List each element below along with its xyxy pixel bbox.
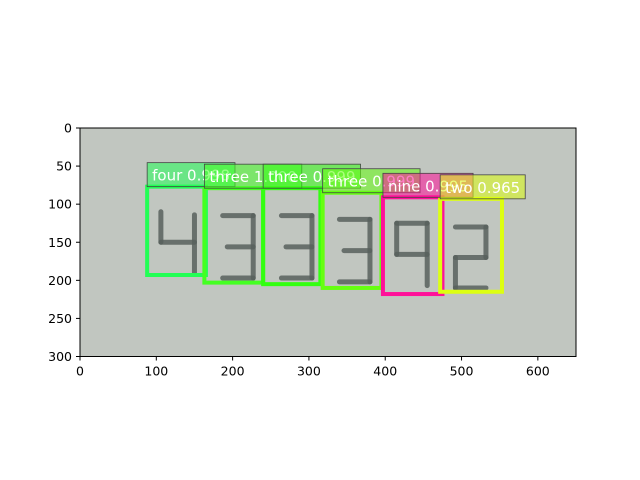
y-tick-label: 50	[56, 159, 72, 174]
detection-label-text: two 0.965	[445, 179, 520, 197]
x-tick-label: 200	[221, 364, 245, 379]
x-tick-label: 300	[297, 364, 321, 379]
digit-glyph	[336, 216, 373, 285]
x-tick-label: 400	[373, 364, 397, 379]
detection-label: two 0.965	[439, 174, 526, 200]
digit-glyph	[278, 213, 315, 281]
detection-label-background	[439, 174, 526, 200]
y-tick-label: 200	[48, 273, 72, 288]
y-tick-label: 250	[48, 311, 72, 326]
x-tick-label: 0	[76, 364, 84, 379]
digit-glyph	[220, 213, 256, 281]
y-tick-label: 100	[48, 197, 72, 212]
y-tick-label: 300	[48, 349, 72, 364]
digit-glyph	[394, 220, 430, 289]
y-tick-label: 150	[48, 235, 72, 250]
x-tick-label: 600	[526, 364, 550, 379]
x-axis-ticks: 0 100 200 300 400 500 600	[76, 356, 550, 379]
x-tick-label: 500	[450, 364, 474, 379]
y-tick-label: 0	[64, 121, 72, 136]
digit-glyph	[158, 209, 197, 276]
x-tick-label: 100	[144, 364, 168, 379]
digit-glyph	[452, 224, 489, 291]
y-axis-ticks: 0 50 100 150 200 250 300	[48, 121, 80, 364]
